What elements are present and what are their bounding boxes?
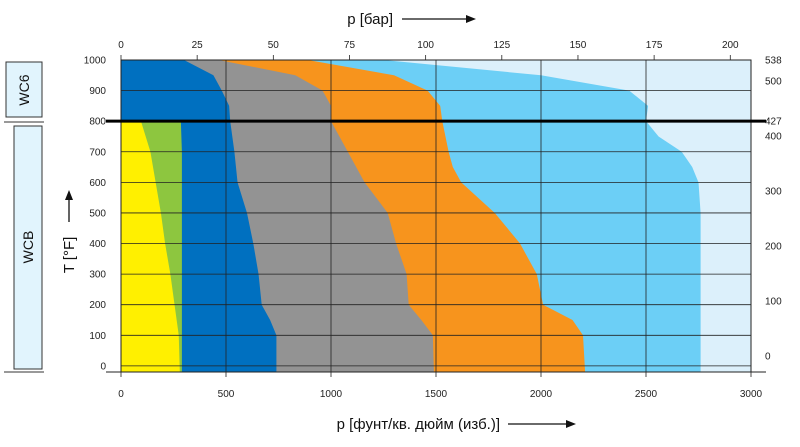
x-bottom-tick-5: 2500 [635, 389, 658, 400]
y-left-tick-5: 500 [89, 208, 106, 219]
x-bottom-tick-2: 1000 [320, 389, 343, 400]
x-top-tick-3: 75 [344, 40, 356, 51]
y-right-tick-1: 100 [765, 297, 782, 308]
y-left-tick-4: 400 [89, 239, 106, 250]
x-top-tick-4: 100 [417, 40, 434, 51]
x-top-tick-8: 200 [722, 40, 739, 51]
material-wc6-label: WC6 [16, 74, 32, 105]
series-area-0 [121, 121, 180, 372]
y-axis-title: T [°F] [61, 237, 78, 274]
y-left-tick-7: 700 [89, 147, 106, 158]
series-layer [121, 60, 701, 372]
x-top-tick-0: 0 [118, 40, 124, 51]
x-top-tick-6: 150 [570, 40, 587, 51]
y-left-tick-9: 900 [89, 86, 106, 97]
y-left-tick-6: 600 [89, 178, 106, 189]
y-right-tick-4: 400 [765, 131, 782, 142]
x-bottom-tick-0: 0 [118, 389, 124, 400]
y-right-tick-5: 427 [765, 117, 782, 128]
x-top-tick-5: 125 [493, 40, 510, 51]
y-left-tick-3: 300 [89, 270, 106, 281]
x-top-tick-1: 25 [192, 40, 204, 51]
y-right-tick-3: 300 [765, 186, 782, 197]
x-bottom-tick-4: 2000 [530, 389, 553, 400]
bottom-axis-arrow [508, 420, 576, 428]
material-wc6-box [5, 61, 43, 118]
y-right-tick-2: 200 [765, 241, 782, 252]
y-right-tick-0: 0 [765, 352, 771, 363]
y-left-tick-10: 1000 [84, 56, 107, 67]
y-axis-arrow [65, 190, 73, 222]
x-top-tick-7: 175 [646, 40, 663, 51]
top-axis-title: p [бар] [347, 11, 393, 28]
x-top-tick-2: 50 [268, 40, 280, 51]
material-wcb-box [13, 125, 43, 370]
bottom-axis-title: p [фунт/кв. дюйм (изб.)] [337, 416, 500, 433]
material-wc6: WC6 [5, 61, 43, 118]
y-left-tick-1: 100 [89, 331, 106, 342]
y-left-tick-2: 200 [89, 300, 106, 311]
top-axis-arrow [402, 15, 476, 23]
x-bottom-tick-1: 500 [218, 389, 235, 400]
material-wcb-label: WCB [20, 231, 36, 264]
x-bottom-tick-6: 3000 [740, 389, 763, 400]
y-left-tick-8: 800 [89, 117, 106, 128]
x-bottom-tick-3: 1500 [425, 389, 448, 400]
material-wcb: WCB [13, 125, 43, 370]
y-right-tick-6: 500 [765, 76, 782, 87]
y-right-tick-7: 538 [765, 56, 782, 67]
y-left-tick-0: 0 [100, 361, 106, 372]
